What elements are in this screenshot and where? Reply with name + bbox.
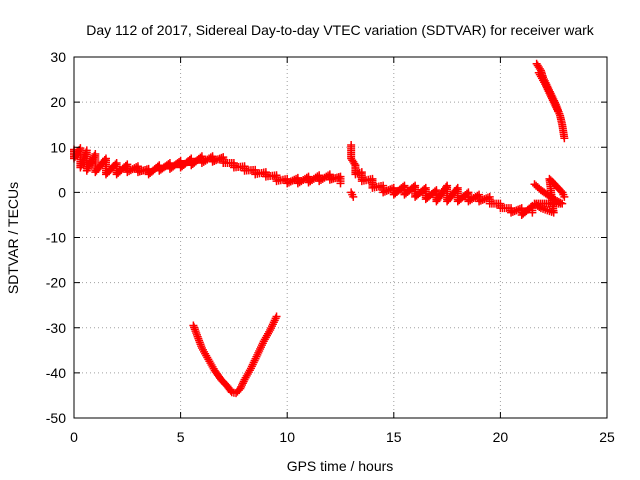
y-tick-label: -20 bbox=[46, 275, 66, 291]
data-point-fill bbox=[86, 159, 95, 168]
data-point-fill bbox=[271, 314, 280, 323]
data-point-fill bbox=[284, 178, 293, 187]
data-point-fill bbox=[534, 63, 543, 72]
data-point-fill bbox=[510, 207, 519, 216]
series-afternoon-band bbox=[347, 140, 537, 219]
data-point-fill bbox=[382, 186, 391, 195]
data-point-fill bbox=[540, 188, 549, 197]
data-point-fill bbox=[539, 76, 548, 85]
y-tick-label: 10 bbox=[50, 139, 66, 155]
data-point-fill bbox=[555, 109, 564, 118]
data-point-fill bbox=[553, 105, 562, 114]
data-point-fill bbox=[548, 96, 557, 105]
data-point-fill bbox=[388, 184, 397, 193]
data-point-fill bbox=[84, 163, 93, 172]
data-point-fill bbox=[476, 196, 485, 205]
data-point-fill bbox=[546, 90, 555, 99]
data-point-fill bbox=[83, 164, 92, 173]
data-point-fill bbox=[286, 177, 295, 186]
data-point-fill bbox=[547, 92, 556, 101]
data-point-fill bbox=[559, 190, 568, 199]
x-tick-label: 20 bbox=[493, 429, 509, 445]
data-point-fill bbox=[334, 173, 343, 182]
data-point-fill bbox=[220, 379, 229, 388]
data-point-fill bbox=[238, 381, 247, 390]
data-point-fill bbox=[214, 372, 223, 381]
data-point-fill bbox=[551, 101, 560, 110]
data-point-fill bbox=[555, 185, 564, 194]
data-point-fill bbox=[550, 99, 559, 108]
data-point-fill bbox=[533, 201, 542, 210]
y-tick-label: -10 bbox=[46, 230, 66, 246]
data-point-fill bbox=[541, 205, 550, 214]
y-tick-label: 20 bbox=[50, 94, 66, 110]
data-point-fill bbox=[350, 159, 359, 168]
data-point-fill bbox=[483, 193, 492, 202]
data-point-fill bbox=[336, 177, 345, 186]
data-point-fill bbox=[549, 178, 558, 187]
series-steep-arc bbox=[532, 59, 569, 143]
y-tick-label: 30 bbox=[50, 49, 66, 65]
data-point-fill bbox=[542, 81, 551, 90]
y-tick-label: -40 bbox=[46, 365, 66, 381]
data-point-fill bbox=[508, 207, 517, 216]
y-tick-label: -30 bbox=[46, 320, 66, 336]
data-point-fill bbox=[478, 195, 487, 204]
data-point-fill bbox=[347, 152, 356, 161]
data-point-fill bbox=[515, 204, 524, 213]
x-tick-label: 0 bbox=[70, 429, 78, 445]
data-point-fill bbox=[238, 379, 247, 388]
y-axis: 30 20 10 0 -10 -20 -30 -40 -50 bbox=[46, 49, 607, 426]
data-point-fill bbox=[212, 156, 221, 165]
data-point-fill bbox=[543, 85, 552, 94]
data-point-fill bbox=[202, 351, 211, 360]
data-point-fill bbox=[197, 342, 206, 351]
series-short-arcs bbox=[347, 174, 569, 217]
data-point-fill bbox=[560, 132, 569, 141]
chart-title: Day 112 of 2017, Sidereal Day-to-day VTE… bbox=[86, 22, 595, 38]
data-point-fill bbox=[208, 362, 217, 371]
data-points bbox=[70, 59, 569, 398]
data-point-fill bbox=[380, 187, 389, 196]
x-tick-label: 15 bbox=[386, 429, 402, 445]
data-point-fill bbox=[528, 206, 537, 215]
data-point-fill bbox=[542, 83, 551, 92]
data-point-fill bbox=[535, 203, 544, 212]
x-axis-label: GPS time / hours bbox=[287, 458, 394, 474]
series-upper-band bbox=[70, 144, 345, 188]
grid-lines bbox=[74, 57, 607, 418]
data-point-fill bbox=[252, 352, 261, 361]
y-tick-label: -50 bbox=[46, 410, 66, 426]
x-tick-label: 5 bbox=[177, 429, 185, 445]
data-point-fill bbox=[533, 183, 542, 192]
x-axis: 0 5 10 15 20 25 bbox=[70, 57, 615, 445]
data-point-fill bbox=[544, 87, 553, 96]
data-point-fill bbox=[233, 387, 242, 396]
x-tick-label: 25 bbox=[599, 429, 615, 445]
series-v-arc bbox=[189, 312, 281, 398]
data-point-fill bbox=[547, 94, 556, 103]
data-point-fill bbox=[288, 176, 297, 185]
y-axis-label: SDTVAR / TECUs bbox=[5, 182, 21, 294]
data-point-fill bbox=[229, 388, 238, 397]
data-point-fill bbox=[237, 382, 246, 391]
data-point-fill bbox=[192, 330, 201, 339]
y-tick-label: 0 bbox=[58, 184, 66, 200]
data-point-fill bbox=[244, 368, 253, 377]
data-point-fill bbox=[552, 103, 561, 112]
data-point-fill bbox=[264, 329, 273, 338]
data-point-fill bbox=[225, 385, 234, 394]
data-point-fill bbox=[85, 161, 94, 170]
data-point-fill bbox=[348, 190, 357, 199]
data-point-fill bbox=[349, 157, 358, 166]
x-tick-label: 10 bbox=[279, 429, 295, 445]
data-point-fill bbox=[210, 156, 219, 165]
plot-frame bbox=[73, 56, 608, 419]
